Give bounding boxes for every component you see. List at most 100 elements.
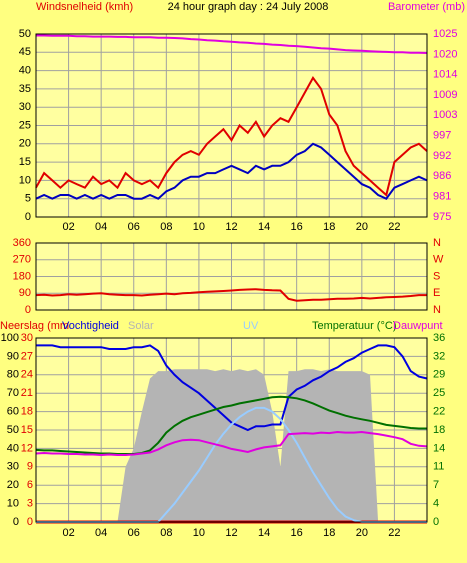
y-tick-label: 50	[7, 424, 19, 436]
y-tick-label: 25	[19, 119, 31, 131]
area	[36, 369, 427, 522]
y-tick-label: 100	[1, 332, 19, 344]
y2-tick-label: 7	[433, 479, 439, 491]
y3-tick-label: 9	[27, 461, 33, 473]
y-tick-label: 20	[19, 138, 31, 150]
y3-tick-label: 6	[27, 479, 33, 491]
legend-label: Solar	[128, 320, 154, 332]
x-tick-label: 04	[95, 527, 107, 539]
x-tick-label: 12	[225, 221, 237, 233]
y2-tick-label: 1009	[433, 89, 457, 101]
y3-tick-label: 30	[21, 332, 33, 344]
x-tick-label: 16	[291, 527, 303, 539]
y2-tick-label: 992	[433, 150, 451, 162]
y3-tick-label: 18	[21, 406, 33, 418]
y3-tick-label: 0	[27, 516, 33, 528]
y2-tick-label: 981	[433, 191, 451, 203]
legend-label: Temperatuur (°C)	[312, 320, 396, 332]
x-tick-label: 12	[225, 527, 237, 539]
line	[35, 142, 428, 200]
x-tick-label: 16	[291, 221, 303, 233]
x-tick-label: 08	[160, 527, 172, 539]
y2-tick-label: 1025	[433, 28, 457, 40]
chart-title: 24 hour graph day : 24 July 2008	[168, 1, 329, 13]
y-tick-label: 70	[7, 387, 19, 399]
y2-tick-label: 997	[433, 130, 451, 142]
y2-tick-label: 975	[433, 211, 451, 223]
y2-tick-label: 986	[433, 170, 451, 182]
y3-tick-label: 3	[27, 498, 33, 510]
y-tick-label: 0	[25, 211, 31, 223]
legend-label: UV	[243, 320, 259, 332]
y-tick-label: 90	[19, 287, 31, 299]
line	[36, 34, 428, 54]
plot-frame	[35, 33, 428, 218]
y-tick-label: 30	[19, 101, 31, 113]
y2-tick-label: 36	[433, 332, 445, 344]
x-tick-label: 06	[128, 527, 140, 539]
x-tick-label: 08	[160, 221, 172, 233]
y-tick-label: 0	[25, 304, 31, 316]
y2-tick-label: N	[433, 304, 441, 316]
x-tick-label: 14	[258, 527, 270, 539]
y-tick-label: 50	[19, 28, 31, 40]
x-tick-label: 22	[388, 527, 400, 539]
line	[35, 288, 427, 302]
y2-tick-label: 4	[433, 498, 439, 510]
y2-tick-label: 14	[433, 442, 445, 454]
y2-tick-label: E	[433, 287, 440, 299]
y2-axis-label: Barometer (mb)	[388, 1, 465, 13]
x-tick-label: 20	[356, 221, 368, 233]
x-tick-label: 20	[356, 527, 368, 539]
x-tick-label: 18	[323, 221, 335, 233]
y2-tick-label: W	[433, 254, 444, 266]
y2-tick-label: 1020	[433, 48, 457, 60]
line	[35, 395, 427, 455]
y-tick-label: 35	[19, 83, 31, 95]
y-tick-label: 270	[13, 254, 31, 266]
y2-tick-label: 29	[433, 369, 445, 381]
y3-tick-label: 24	[21, 369, 33, 381]
y2-tick-label: N	[433, 237, 441, 249]
x-tick-label: 22	[388, 221, 400, 233]
y3-tick-label: 21	[21, 387, 33, 399]
plot-frame	[35, 337, 428, 523]
y-tick-label: 45	[19, 46, 31, 58]
y-tick-label: 15	[19, 156, 31, 168]
y2-tick-label: 0	[433, 516, 439, 528]
legend-label: Dauwpunt	[393, 320, 443, 332]
x-tick-label: 04	[95, 221, 107, 233]
line	[36, 344, 428, 432]
y-tick-label: 60	[7, 406, 19, 418]
plot-frame	[35, 242, 428, 311]
line	[35, 76, 428, 197]
legend-label: Vochtigheid	[62, 320, 119, 332]
x-tick-label: 14	[258, 221, 270, 233]
y-tick-label: 80	[7, 369, 19, 381]
x-tick-label: 18	[323, 527, 335, 539]
y2-tick-label: 25	[433, 387, 445, 399]
y2-tick-label: 11	[433, 461, 444, 473]
y2-tick-label: 18	[433, 424, 445, 436]
line	[35, 430, 428, 457]
x-tick-label: 10	[193, 221, 205, 233]
y-tick-label: 30	[7, 461, 19, 473]
y2-tick-label: 22	[433, 406, 445, 418]
y2-tick-label: 32	[433, 350, 445, 362]
legend-label: Neerslag (mm	[0, 320, 69, 332]
y3-tick-label: 27	[21, 350, 33, 362]
y2-tick-label: 1014	[433, 69, 457, 81]
y-tick-label: 360	[13, 237, 31, 249]
y-tick-label: 5	[25, 193, 31, 205]
x-tick-label: 02	[62, 527, 74, 539]
y-tick-label: 10	[19, 174, 31, 186]
y-tick-label: 180	[13, 270, 31, 282]
y-axis-label: Windsnelheid (kmh)	[36, 1, 133, 13]
x-tick-label: 02	[62, 221, 74, 233]
x-tick-label: 06	[128, 221, 140, 233]
y-tick-label: 10	[7, 498, 19, 510]
y-tick-label: 40	[7, 442, 19, 454]
y3-tick-label: 15	[21, 424, 33, 436]
y-tick-label: 90	[7, 350, 19, 362]
